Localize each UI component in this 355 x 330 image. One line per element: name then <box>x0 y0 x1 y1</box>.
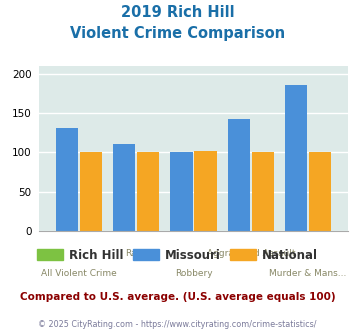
Bar <box>113 144 135 231</box>
Bar <box>80 152 102 231</box>
Bar <box>228 119 250 231</box>
Legend: Rich Hill, Missouri, National: Rich Hill, Missouri, National <box>32 244 323 266</box>
Bar <box>194 151 217 231</box>
Text: Compared to U.S. average. (U.S. average equals 100): Compared to U.S. average. (U.S. average … <box>20 292 335 302</box>
Bar <box>137 152 159 231</box>
Bar <box>252 152 274 231</box>
Bar <box>56 128 78 231</box>
Text: Murder & Mans...: Murder & Mans... <box>269 269 347 278</box>
Text: Rape: Rape <box>125 249 148 258</box>
Text: All Violent Crime: All Violent Crime <box>41 269 117 278</box>
Bar <box>309 152 331 231</box>
Text: Robbery: Robbery <box>175 269 212 278</box>
Bar <box>170 152 193 231</box>
Text: Aggravated Assault: Aggravated Assault <box>207 249 295 258</box>
Text: Violent Crime Comparison: Violent Crime Comparison <box>70 26 285 41</box>
Bar <box>285 85 307 231</box>
Text: 2019 Rich Hill: 2019 Rich Hill <box>121 5 234 20</box>
Text: © 2025 CityRating.com - https://www.cityrating.com/crime-statistics/: © 2025 CityRating.com - https://www.city… <box>38 320 317 329</box>
